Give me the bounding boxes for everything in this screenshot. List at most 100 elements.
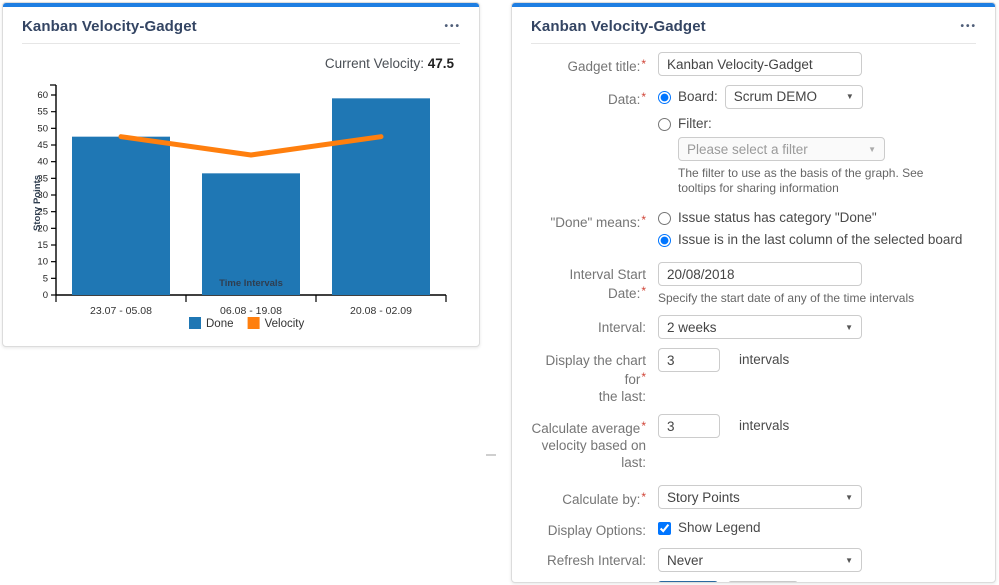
- board-select[interactable]: Scrum DEMO ▼: [724, 85, 863, 109]
- gadget-config-form: Gadget title:* Data:* Board: Scrum DEMO ▼ Fil…: [512, 44, 995, 582]
- svg-text:Done: Done: [206, 318, 234, 330]
- label-line: "Done" means:*: [550, 213, 646, 230]
- more-menu-icon[interactable]: •••: [960, 20, 977, 32]
- radio-option-label: Issue status has category "Done": [678, 210, 877, 225]
- label-line: Calculate by:*: [562, 490, 646, 507]
- svg-text:45: 45: [37, 140, 48, 151]
- divider-artifact: [486, 454, 496, 456]
- calculate-by-control: Story Points ▼: [658, 485, 975, 509]
- svg-text:40: 40: [37, 157, 48, 168]
- current-velocity-value: 47.5: [427, 56, 454, 71]
- display-chart-intervals-control: intervals: [658, 348, 975, 405]
- input-line: [658, 52, 975, 76]
- board-radio[interactable]: [658, 90, 671, 104]
- chevron-down-icon: ▼: [845, 92, 854, 101]
- gadget-accent-bar: [512, 3, 995, 7]
- svg-text:60: 60: [37, 90, 48, 101]
- header-divider: [22, 43, 460, 44]
- current-velocity-label: Current Velocity:: [324, 56, 424, 71]
- required-asterisk: *: [641, 419, 646, 433]
- show-legend-option: Show Legend: [658, 518, 975, 538]
- label-line: Calculate average*: [531, 419, 647, 436]
- svg-text:5: 5: [43, 273, 48, 284]
- chevron-down-icon: ▼: [845, 555, 853, 565]
- done-means-option-0: Issue status has category "Done": [658, 208, 975, 228]
- header-divider: [531, 43, 976, 44]
- interval-select[interactable]: 2 weeks ▼: [658, 315, 862, 339]
- required-asterisk: *: [641, 490, 646, 504]
- gadget-footer-divider: [22, 346, 460, 347]
- interval-start-date-row: Interval Start Date:* Specify the start d…: [530, 262, 975, 306]
- refresh-interval-select[interactable]: Never ▼: [658, 548, 862, 572]
- chevron-down-icon: ▼: [845, 322, 853, 332]
- average-velocity-intervals-control: intervals: [658, 414, 975, 471]
- input-line: intervals: [658, 414, 975, 438]
- show-legend-option-label: Show Legend: [678, 520, 761, 535]
- filter-radio[interactable]: [658, 117, 671, 131]
- gadget-title-input[interactable]: [658, 52, 862, 76]
- interval-start-date-label: Interval Start Date:*: [530, 262, 646, 306]
- svg-text:06.08 - 19.08: 06.08 - 19.08: [220, 305, 282, 317]
- input-suffix-label: intervals: [739, 418, 790, 433]
- interval-row: Interval: 2 weeks ▼: [530, 315, 975, 339]
- interval-control: 2 weeks ▼: [658, 315, 975, 339]
- show-legend-row: Display Options: Show Legend: [530, 518, 975, 539]
- svg-text:10: 10: [37, 257, 48, 268]
- label-line: Interval:: [597, 320, 646, 335]
- interval-select-value: 2 weeks: [667, 319, 717, 335]
- label-line: Refresh Interval:: [546, 553, 646, 568]
- required-asterisk: *: [641, 90, 646, 104]
- filter-helper: The filter to use as the basis of the gr…: [678, 166, 924, 195]
- svg-text:25: 25: [37, 207, 48, 218]
- velocity-gadget-card: Kanban Velocity-Gadget ••• Current Veloc…: [2, 2, 480, 347]
- filter-select-value: Please select a filter: [687, 141, 808, 157]
- calculate-by-select[interactable]: Story Points ▼: [658, 485, 862, 509]
- label-line: Interval Start Date:*: [569, 267, 646, 301]
- cancel-button[interactable]: Cancel: [727, 581, 798, 582]
- filter-select: Please select a filter ▼: [678, 137, 885, 161]
- refresh-interval-select-value: Never: [667, 552, 704, 568]
- calculate-by-select-value: Story Points: [667, 489, 740, 505]
- average-velocity-intervals-input[interactable]: [658, 414, 720, 438]
- svg-text:Time Intervals: Time Intervals: [219, 278, 283, 289]
- display-chart-intervals-input[interactable]: [658, 348, 720, 372]
- gadget-title-label: Gadget title:*: [530, 52, 646, 76]
- show-legend-checkbox[interactable]: [658, 521, 671, 535]
- svg-text:30: 30: [37, 190, 48, 201]
- display-chart-intervals-label: Display the chart for* the last:: [530, 348, 646, 405]
- save-button[interactable]: Save: [658, 581, 718, 582]
- average-velocity-intervals-label: Calculate average* velocity based on last:: [530, 414, 647, 471]
- data-source-row: Data:* Board: Scrum DEMO ▼ Filter: Please sel…: [530, 85, 975, 196]
- svg-text:Story Points: Story Points: [32, 175, 43, 231]
- data-source-label: Data:*: [530, 85, 646, 196]
- input-line: [658, 262, 975, 286]
- gadget-title-row: Gadget title:*: [530, 52, 975, 76]
- input-line: intervals: [658, 348, 975, 372]
- done-means-radio-1[interactable]: [658, 233, 671, 247]
- input-suffix-label: intervals: [739, 352, 790, 367]
- done-means-radio-0[interactable]: [658, 211, 671, 225]
- board-option-label: Board:: [678, 89, 718, 104]
- filter-option-label: Filter:: [678, 116, 712, 131]
- svg-text:20: 20: [37, 223, 48, 234]
- refresh-interval-row: Refresh Interval: Never ▼: [530, 548, 975, 572]
- radio-option-label: Issue is in the last column of the selec…: [678, 232, 963, 247]
- done-means-row: "Done" means:* Issue status has category …: [530, 208, 975, 250]
- label-line: Gadget title:*: [567, 57, 646, 74]
- board-select-value: Scrum DEMO: [733, 89, 818, 104]
- svg-text:0: 0: [43, 290, 48, 301]
- svg-text:55: 55: [37, 107, 48, 118]
- required-asterisk: *: [641, 57, 646, 71]
- more-menu-icon[interactable]: •••: [444, 20, 461, 32]
- interval-start-date-input[interactable]: [658, 262, 862, 286]
- calculate-by-row: Calculate by:* Story Points ▼: [530, 485, 975, 509]
- label-line: last:: [621, 455, 646, 470]
- show-legend-control: Show Legend: [658, 518, 975, 539]
- svg-text:23.07 - 05.08: 23.07 - 05.08: [90, 305, 152, 317]
- gadget-accent-bar: [3, 3, 479, 7]
- svg-text:20.08 - 02.09: 20.08 - 02.09: [350, 305, 412, 317]
- gadget-title-control: [658, 52, 975, 76]
- label-line: Data:*: [608, 90, 646, 107]
- required-asterisk: *: [641, 370, 646, 384]
- board-option: Board: Scrum DEMO ▼: [658, 85, 975, 109]
